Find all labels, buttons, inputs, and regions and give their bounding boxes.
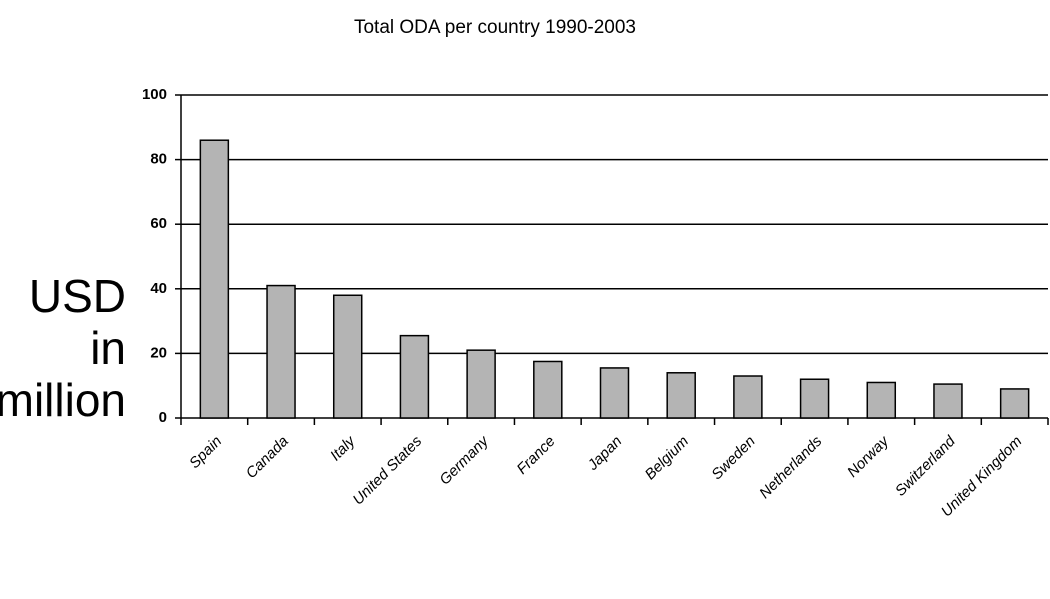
y-axis-label: USD (29, 270, 126, 322)
y-tick-label: 20 (150, 344, 167, 361)
bar (733, 375, 763, 419)
x-tick-label: France (514, 433, 559, 478)
chart-title: Total ODA per country 1990-2003 (354, 17, 636, 38)
x-tick-label: Netherlands (756, 432, 826, 502)
bar (666, 372, 696, 419)
bar (533, 360, 563, 419)
x-tick-label: Spain (186, 433, 225, 472)
x-tick-label: Sweden (708, 433, 758, 483)
x-tick-label: Norway (844, 432, 893, 481)
x-tick-label: Germany (436, 432, 493, 489)
y-axis-label: in (90, 322, 126, 374)
bar (199, 139, 230, 419)
y-axis-label: million (0, 374, 126, 426)
x-tick-label: Switzerland (892, 432, 959, 499)
bar (933, 383, 963, 419)
y-tick-label: 100 (142, 86, 167, 103)
bar (466, 349, 496, 419)
bar (799, 378, 830, 419)
bar (599, 367, 630, 419)
x-tick-label: Japan (584, 433, 626, 475)
bar (999, 388, 1030, 419)
bar (399, 334, 430, 419)
x-tick-label: United States (350, 432, 426, 508)
bar (332, 294, 363, 419)
bar (266, 284, 296, 419)
x-tick-label: Italy (327, 432, 360, 465)
y-tick-label: 40 (150, 280, 167, 297)
y-tick-label: 0 (159, 409, 167, 426)
y-tick-label: 80 (150, 151, 167, 168)
x-tick-label: Belgium (642, 433, 692, 483)
bar (866, 381, 897, 419)
y-tick-label: 60 (150, 215, 167, 232)
x-tick-label: Canada (243, 433, 292, 482)
